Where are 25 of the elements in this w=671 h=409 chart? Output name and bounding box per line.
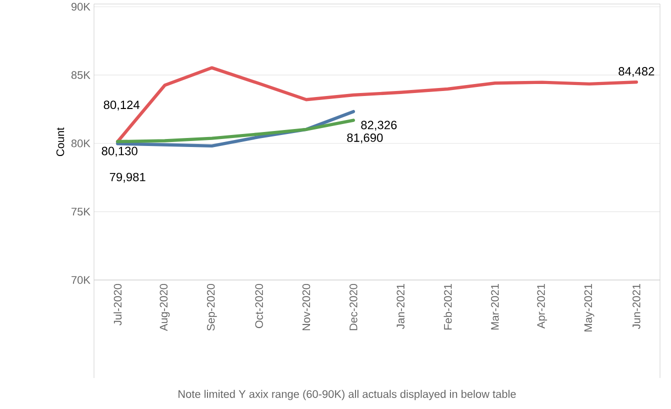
x-tick-label: May-2021 (584, 284, 594, 332)
text: Note limited Y axix range (60-90K) all actuals displayed in below table (178, 390, 516, 400)
x-tick-label: Oct-2020 (255, 284, 263, 328)
y-tick-label: 85K (71, 71, 90, 79)
data-label: 79,981 (110, 172, 146, 183)
x-tick-label: Jan-2021 (396, 284, 404, 330)
x-tick-label: Mar-2021 (491, 284, 499, 330)
y-axis-title: Count (56, 127, 64, 156)
x-tick-label: Jul-2020 (114, 284, 122, 326)
data-label: 80,124 (104, 100, 140, 110)
x-tick-label: Dec-2020 (350, 284, 358, 330)
x-tick-label: Aug-2020 (160, 284, 170, 332)
x-tick-label: Jun-2021 (632, 284, 640, 330)
y-tick-label: 80K (71, 139, 90, 148)
x-tick-label: Apr-2021 (537, 284, 548, 329)
y-tick-label: 90K (72, 2, 90, 11)
x-tick-label: Feb-2021 (444, 284, 452, 330)
data-label: 82,326 (361, 120, 397, 131)
y-tick-label: 75K (72, 208, 90, 216)
data-label: 80,130 (102, 146, 138, 157)
data-label: 84,482 (618, 67, 654, 77)
x-tick-label: Sep-2020 (206, 284, 217, 331)
data-label: 81,690 (347, 133, 383, 144)
x-tick-label: Nov-2020 (302, 284, 310, 330)
y-tick-label: 70K (72, 276, 90, 284)
